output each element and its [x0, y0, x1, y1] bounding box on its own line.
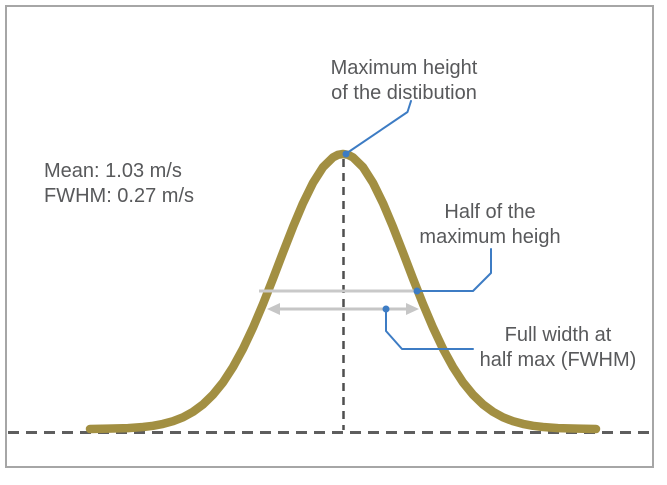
peak-marker-dot — [342, 150, 350, 158]
half-max-line2: maximum heigh — [419, 226, 561, 248]
half-max-leader-line — [418, 248, 492, 292]
fwhm-arrow-right-head — [406, 303, 419, 315]
full-width-line1: Full width at — [504, 324, 612, 346]
max-height-leader-line — [346, 100, 412, 154]
fwhm-value-text: FWHM: 0.27 m/s — [44, 185, 195, 207]
fwhm-leader-line — [385, 309, 474, 350]
diagram-border-frame — [5, 5, 654, 468]
full-width-annotation: Full width at half max (FWHM) — [472, 323, 644, 373]
half-max-line1: Half of the — [444, 201, 536, 223]
max-height-annotation: Maximum height of the distibution — [318, 56, 490, 106]
fwhm-arrow-left-head — [267, 303, 280, 315]
stats-label: Mean: 1.03 m/s FWHM: 0.27 m/s — [44, 159, 194, 209]
half-max-marker-dot — [413, 287, 421, 295]
max-height-line2: of the distibution — [331, 82, 477, 104]
max-height-line1: Maximum height — [330, 57, 478, 79]
mean-value-text: Mean: 1.03 m/s — [44, 160, 182, 182]
half-max-annotation: Half of the maximum heigh — [404, 200, 576, 250]
full-width-line2: half max (FWHM) — [479, 349, 637, 371]
fwhm-marker-dot — [382, 305, 390, 313]
